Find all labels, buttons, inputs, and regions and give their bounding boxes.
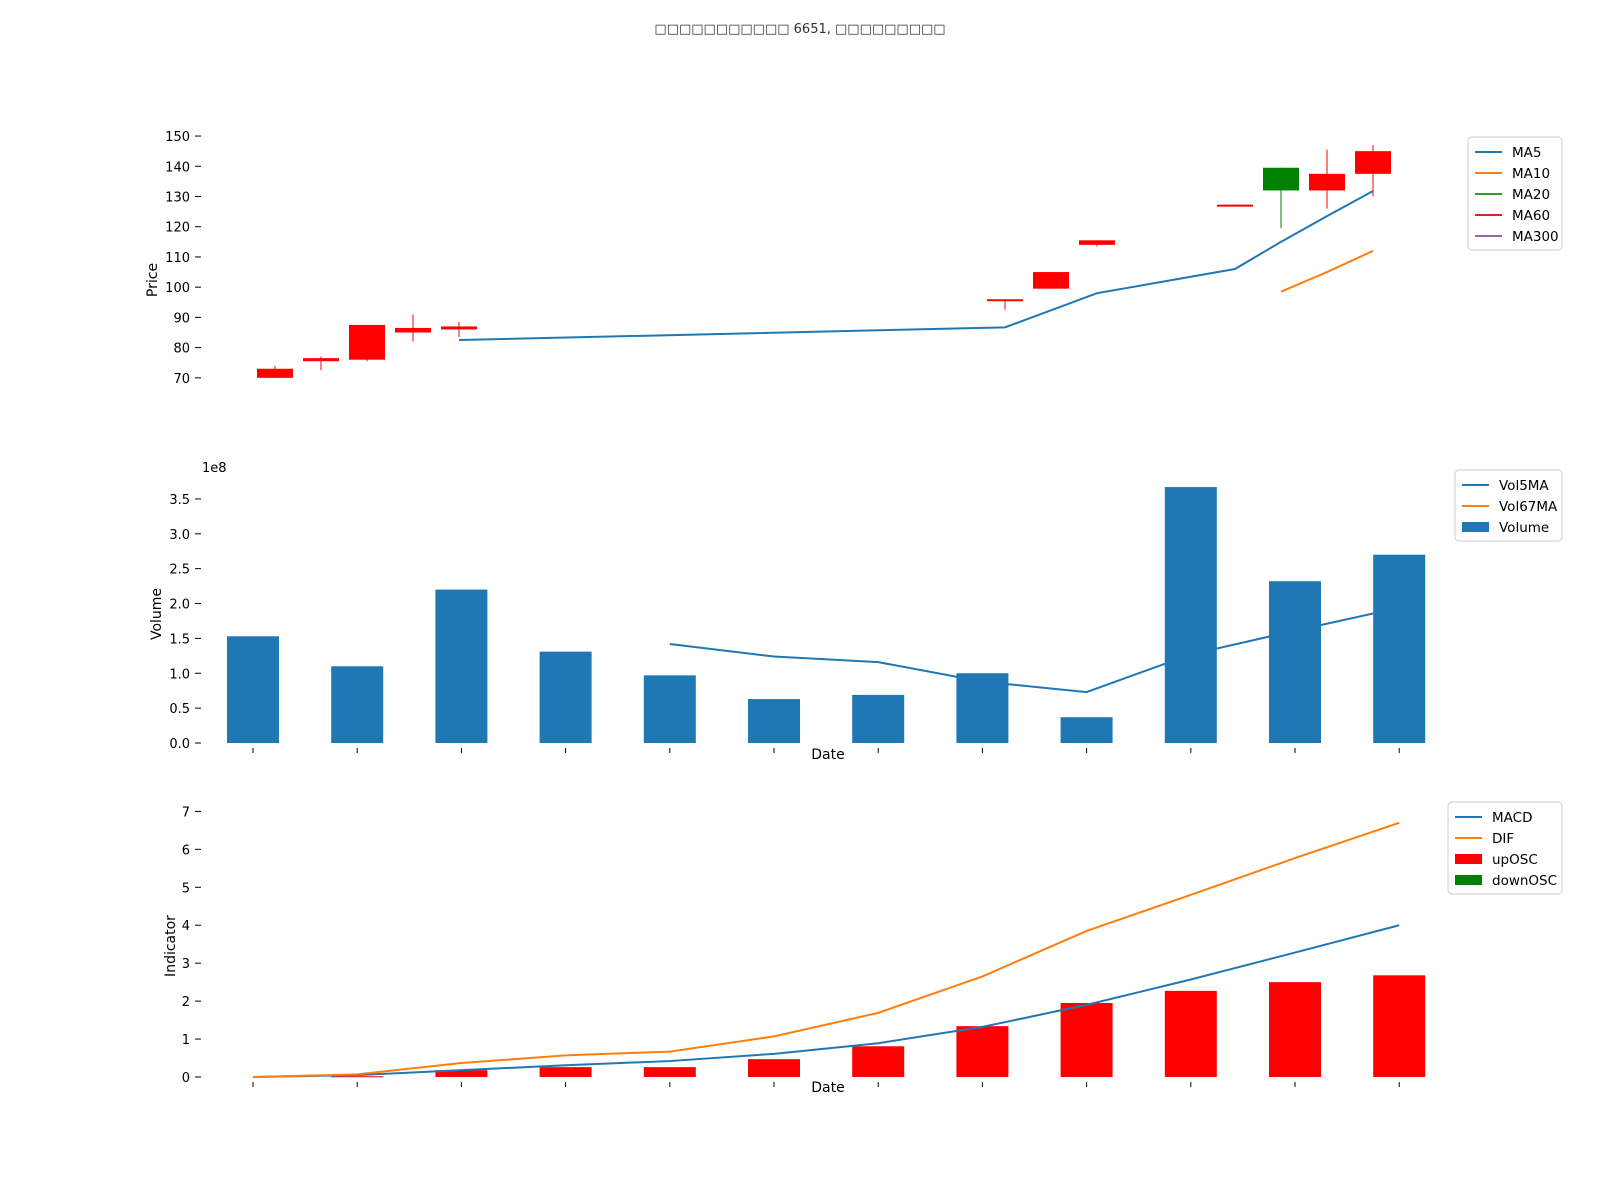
indicator-axis-title: Indicator — [163, 915, 179, 977]
volume-y-tick-label: 3.5 — [169, 493, 190, 508]
candle-body — [441, 326, 477, 329]
price-y-tick-label: 120 — [165, 221, 190, 236]
legend-label: Volume — [1499, 520, 1549, 536]
legend-label: MA5 — [1512, 145, 1541, 161]
indicator-y-tick-label: 3 — [182, 957, 190, 972]
ma5-line — [459, 191, 1373, 340]
price-legend: MA5 MA10 MA20 MA60 MA300 — [1468, 137, 1562, 250]
volume-bar — [1165, 487, 1217, 743]
indicator-x-axis-title: Date — [811, 1080, 844, 1096]
indicator-y-tick-label: 2 — [182, 995, 190, 1010]
candle-body — [349, 325, 385, 360]
volume-bar — [331, 666, 383, 743]
price-axis-title: Price — [145, 263, 161, 297]
indicator-y-tick-label: 1 — [182, 1033, 190, 1048]
candle-body — [257, 369, 293, 378]
price-y-tick-label: 130 — [165, 190, 190, 205]
legend-label: MACD — [1492, 810, 1532, 826]
legend-label: MA60 — [1512, 208, 1550, 224]
candle-body — [1309, 174, 1345, 191]
osc-bar — [1061, 1003, 1113, 1077]
legend-label: Vol5MA — [1499, 478, 1549, 494]
candle-body — [1033, 272, 1069, 289]
volume-x-axis-title: Date — [811, 747, 844, 763]
volume-y-tick-label: 2.0 — [169, 598, 190, 613]
volume-bar — [227, 636, 279, 743]
candle-body — [303, 358, 339, 361]
osc-bar — [956, 1026, 1008, 1077]
indicator-y-tick-label: 6 — [182, 843, 190, 858]
volume-legend: Vol5MA Vol67MA Volume — [1455, 470, 1562, 541]
osc-bar — [748, 1059, 800, 1077]
candle-body — [1263, 168, 1299, 191]
price-y-tick-label: 100 — [165, 281, 190, 296]
volume-y-tick-label: 1.5 — [169, 632, 190, 647]
volume-bar — [435, 590, 487, 743]
candle-body — [987, 299, 1023, 301]
price-y-tick-label: 150 — [165, 130, 190, 145]
volume-y-tick-label: 3.0 — [169, 528, 190, 543]
osc-bar — [1165, 991, 1217, 1077]
volume-y-tick-label: 0.0 — [169, 737, 190, 752]
legend-label: DIF — [1492, 831, 1514, 847]
legend-swatch — [1462, 522, 1489, 532]
volume-y-tick-label: 1.0 — [169, 667, 190, 682]
osc-bar — [1269, 982, 1321, 1077]
price-y-tick-label: 70 — [173, 372, 190, 387]
volume-panel: 0.0 0.5 1.0 1.5 2.0 2.5 3.0 3.5 — [169, 487, 1425, 753]
volume-offset-text: 1e8 — [202, 461, 227, 476]
volume-bar — [1269, 581, 1321, 743]
volume-bar — [540, 652, 592, 743]
legend-label: Vol67MA — [1499, 499, 1558, 515]
price-y-tick-label: 110 — [165, 251, 190, 266]
legend-label: MA10 — [1512, 166, 1550, 182]
volume-bar — [1373, 555, 1425, 743]
legend-label: downOSC — [1492, 873, 1557, 889]
indicator-legend: MACD DIF upOSC downOSC — [1448, 802, 1562, 894]
osc-bar — [852, 1046, 904, 1077]
indicator-y-tick-label: 4 — [182, 919, 190, 934]
ma10-line — [1281, 251, 1373, 292]
osc-bar — [540, 1067, 592, 1077]
legend-label: upOSC — [1492, 852, 1538, 868]
candle-body — [1355, 151, 1391, 174]
price-panel: 70 80 90 100 110 120 130 140 150 — [165, 130, 1391, 387]
osc-bar — [1373, 975, 1425, 1077]
dif-line — [253, 823, 1399, 1077]
price-y-tick-label: 90 — [173, 311, 190, 326]
volume-bar — [1061, 717, 1113, 743]
legend-swatch — [1455, 875, 1482, 885]
legend-label: MA20 — [1512, 187, 1550, 203]
osc-bar — [644, 1067, 696, 1077]
legend-swatch — [1455, 854, 1482, 864]
chart-title: □□□□□□□□□□□ 6651, □□□□□□□□□ — [654, 22, 945, 37]
price-y-tick-label: 80 — [173, 342, 190, 357]
candle-body — [1217, 205, 1253, 207]
indicator-y-tick-label: 0 — [182, 1071, 190, 1086]
volume-bar — [644, 675, 696, 743]
indicator-y-tick-label: 7 — [182, 805, 190, 820]
volume-bar — [748, 699, 800, 743]
volume-axis-title: Volume — [149, 588, 165, 640]
macd-line — [253, 925, 1399, 1077]
volume-bar — [852, 695, 904, 743]
volume-y-tick-label: 0.5 — [169, 702, 190, 717]
candle-body — [395, 328, 431, 333]
candle-body — [1079, 240, 1115, 245]
indicator-panel: 0 1 2 3 4 5 6 7 — [182, 805, 1425, 1087]
indicator-y-tick-label: 5 — [182, 881, 190, 896]
volume-y-tick-label: 2.5 — [169, 563, 190, 578]
legend-label: MA300 — [1512, 229, 1559, 245]
price-y-tick-label: 140 — [165, 160, 190, 175]
